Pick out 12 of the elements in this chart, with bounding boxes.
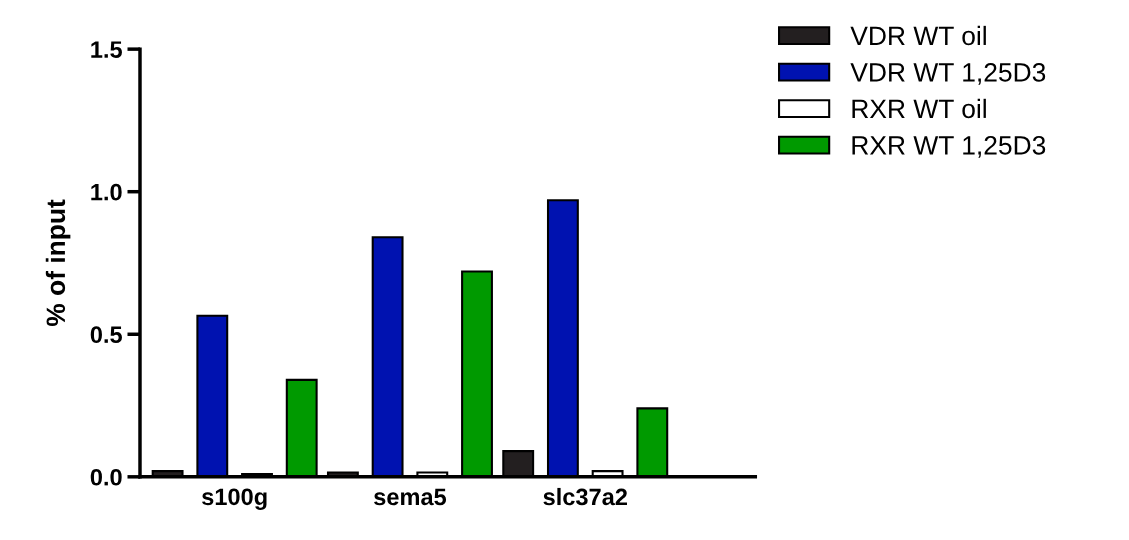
y-tick-label: 1.0 <box>91 183 122 201</box>
y-tick-label: 0.5 <box>90 326 122 344</box>
legend-label: VDR WT 1,25D3 <box>850 63 1046 85</box>
x-tick-label: sema5 <box>374 488 447 506</box>
x-tick-label: slc37a2 <box>543 487 627 506</box>
x-tick-label: s100g <box>202 488 267 510</box>
legend-label: VDR WT oil <box>850 25 986 46</box>
y-tick-label: 1.5 <box>91 41 122 58</box>
y-tick-label: 0.0 <box>90 468 122 486</box>
legend-label: RXR WT 1,25D3 <box>852 135 1046 158</box>
y-axis-title: % of input <box>45 199 71 327</box>
legend-label: RXR WT oil <box>852 98 986 119</box>
